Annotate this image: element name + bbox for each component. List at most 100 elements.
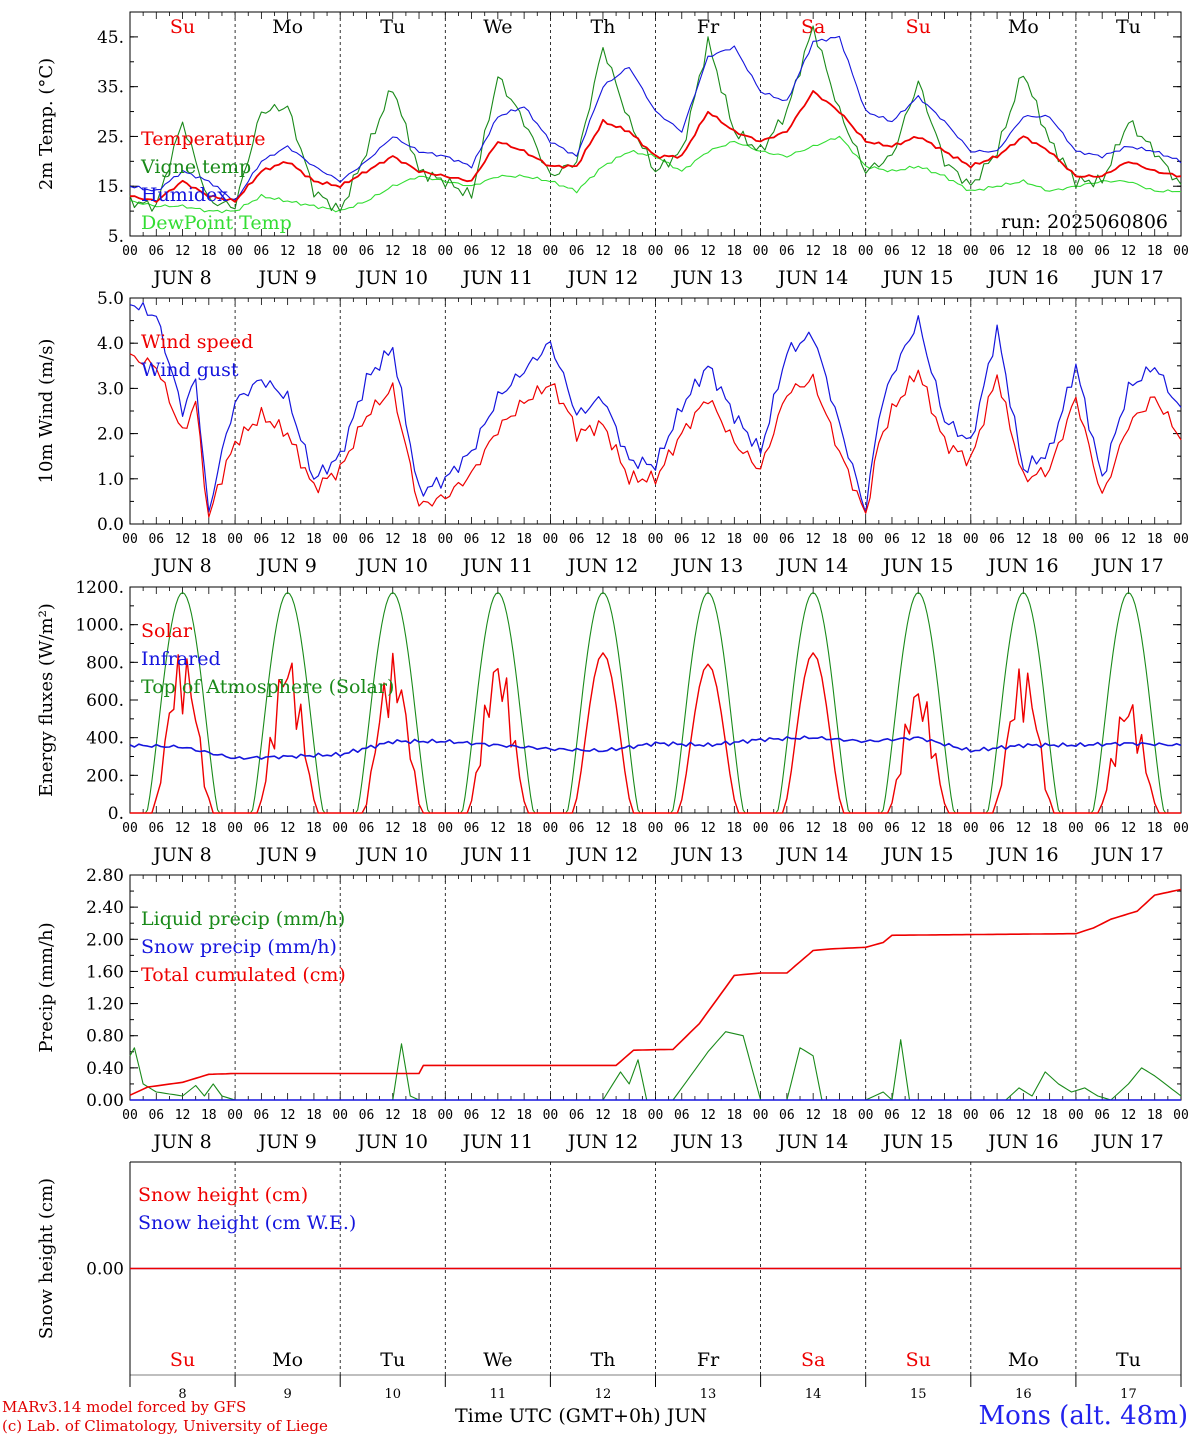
hour-label: 06: [148, 532, 164, 547]
date-label: JUN 15: [881, 1131, 953, 1153]
hour-label: 06: [569, 821, 585, 836]
hour-label: 06: [779, 244, 795, 259]
run-label: run: 2025060806: [1001, 211, 1168, 233]
date-label: JUN 14: [776, 1131, 848, 1153]
date-label: JUN 9: [256, 267, 316, 289]
hour-label: 12: [175, 1108, 191, 1123]
hour-label: 00: [1068, 244, 1084, 259]
hour-label: 00: [543, 821, 559, 836]
hour-label: 06: [779, 821, 795, 836]
hour-label: 06: [884, 1108, 900, 1123]
hour-label: 18: [1042, 1108, 1058, 1123]
hour-label: 12: [910, 1108, 926, 1123]
date-label: JUN 8: [151, 1131, 211, 1153]
hour-label: 00: [648, 1108, 664, 1123]
hour-label: 00: [122, 532, 138, 547]
y-tick-label: 2.0: [97, 425, 124, 445]
date-label: JUN 8: [151, 555, 211, 577]
hour-label: 12: [490, 1108, 506, 1123]
series-line-humidex: [129, 35, 1182, 201]
y-tick-label: 1.60: [86, 962, 124, 982]
date-label: JUN 12: [566, 267, 638, 289]
time-axis-label: Time UTC (GMT+0h) JUN: [455, 1405, 707, 1427]
hour-label: 00: [1068, 1108, 1084, 1123]
credit-label: (c) Lab. of Climatology, University of L…: [2, 1417, 328, 1435]
hour-label: 18: [621, 1108, 637, 1123]
hour-label: 06: [254, 821, 270, 836]
hour-label: 00: [1173, 821, 1189, 836]
date-label: JUN 14: [776, 555, 848, 577]
hour-label: 18: [726, 1108, 742, 1123]
hour-label: 12: [910, 532, 926, 547]
hour-label: 06: [148, 244, 164, 259]
y-axis-label: 2m Temp. (°C): [36, 58, 57, 190]
date-label: JUN 14: [776, 844, 848, 866]
hour-label: 06: [884, 821, 900, 836]
weekday-label: Tu: [1116, 1349, 1141, 1371]
legend-entry: Snow precip (mm/h): [141, 936, 337, 958]
hour-label: 00: [753, 244, 769, 259]
y-tick-label: 5.: [108, 227, 124, 247]
hour-label: 00: [1068, 821, 1084, 836]
weekday-label: Fr: [697, 1349, 720, 1371]
y-tick-label: 0.0: [97, 515, 124, 535]
hour-label: 00: [227, 1108, 243, 1123]
legend-entry: Temperature: [141, 128, 265, 150]
legend-entry: DewPoint Temp: [141, 212, 292, 234]
hour-label: 12: [490, 244, 506, 259]
weekday-label: Su: [906, 16, 931, 38]
y-tick-label: 0.00: [86, 1260, 124, 1280]
hour-label: 06: [674, 1108, 690, 1123]
hour-label: 00: [963, 821, 979, 836]
date-label: JUN 16: [986, 555, 1058, 577]
day-number-label: 17: [1120, 1387, 1137, 1402]
date-label: JUN 17: [1091, 844, 1163, 866]
hour-label: 18: [726, 532, 742, 547]
date-label: JUN 14: [776, 267, 848, 289]
hour-label: 12: [385, 532, 401, 547]
legend-entry: Vigne temp: [140, 156, 251, 178]
y-axis-label: 10m Wind (m/s): [36, 339, 57, 484]
legend-entry: Top of Atmosphere (Solar): [141, 676, 394, 698]
hour-label: 06: [359, 1108, 375, 1123]
hour-label: 12: [1121, 532, 1137, 547]
hour-label: 00: [648, 244, 664, 259]
y-tick-label: 0.: [108, 804, 124, 824]
hour-label: 06: [254, 244, 270, 259]
y-tick-label: 400.: [86, 729, 124, 749]
hour-label: 12: [1016, 821, 1032, 836]
legend-entry: Snow height (cm W.E.): [138, 1212, 356, 1234]
weekday-label: Tu: [380, 16, 405, 38]
date-label: JUN 10: [356, 267, 428, 289]
hour-label: 12: [595, 532, 611, 547]
date-label: JUN 10: [356, 1131, 428, 1153]
hour-label: 00: [753, 821, 769, 836]
weekday-label: Th: [590, 16, 615, 38]
y-tick-label: 0.80: [86, 1027, 124, 1047]
y-tick-label: 2.80: [86, 866, 124, 886]
day-number-label: 9: [284, 1387, 292, 1402]
date-label: JUN 15: [881, 844, 953, 866]
hour-label: 18: [516, 244, 532, 259]
hour-label: 00: [648, 532, 664, 547]
hour-label: 18: [1147, 821, 1163, 836]
hour-label: 00: [437, 244, 453, 259]
hour-label: 12: [805, 1108, 821, 1123]
day-number-label: 16: [1015, 1387, 1032, 1402]
date-label: JUN 12: [566, 555, 638, 577]
hour-label: 18: [726, 244, 742, 259]
date-label: JUN 11: [461, 267, 533, 289]
hour-label: 12: [175, 821, 191, 836]
hour-label: 12: [1121, 1108, 1137, 1123]
weekday-label: Th: [590, 1349, 615, 1371]
hour-label: 18: [306, 1108, 322, 1123]
hour-label: 06: [674, 532, 690, 547]
hour-label: 00: [1173, 244, 1189, 259]
hour-label: 18: [832, 244, 848, 259]
y-tick-label: 0.00: [86, 1091, 124, 1111]
weekday-label: Fr: [697, 16, 720, 38]
y-axis-label: Precip (mm/h): [36, 922, 57, 1052]
y-tick-label: 3.0: [97, 379, 124, 399]
hour-label: 12: [385, 821, 401, 836]
hour-label: 00: [858, 532, 874, 547]
